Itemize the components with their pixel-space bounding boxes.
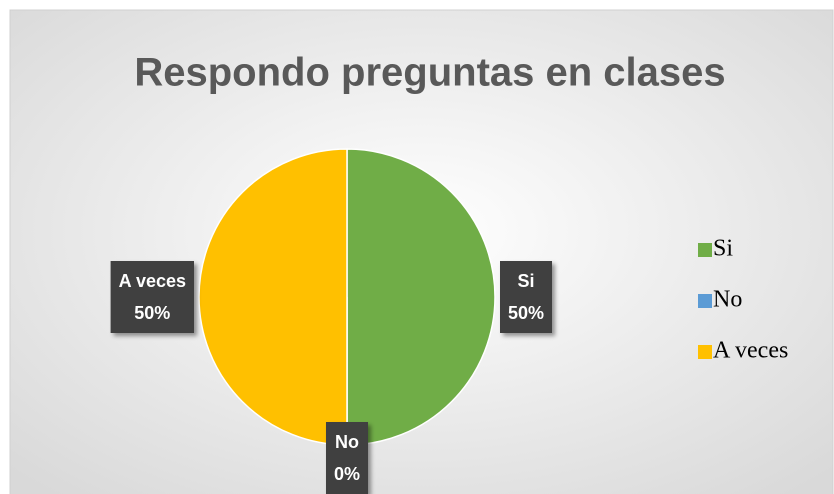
data-label: A veces 50% bbox=[110, 261, 194, 333]
data-label: Si 50% bbox=[500, 261, 553, 333]
data-label-value: 50% bbox=[508, 303, 544, 323]
data-label-category: No bbox=[335, 432, 359, 452]
data-label: No 0% bbox=[325, 422, 369, 494]
pie-slice bbox=[198, 148, 348, 446]
data-label-category: Si bbox=[518, 271, 535, 291]
legend-label: A veces bbox=[713, 338, 788, 364]
chart-title: Respondo preguntas en clases bbox=[134, 51, 725, 95]
legend-label: No bbox=[713, 287, 742, 313]
pie-slice bbox=[346, 148, 496, 446]
data-label-box bbox=[110, 261, 194, 333]
data-label-box bbox=[325, 422, 369, 494]
data-label-value: 50% bbox=[134, 303, 170, 323]
pie bbox=[198, 148, 496, 446]
legend: Si No A veces bbox=[698, 236, 788, 364]
data-label-box bbox=[500, 261, 553, 333]
legend-swatch bbox=[698, 243, 712, 257]
data-label-value: 0% bbox=[334, 464, 360, 484]
legend-swatch bbox=[698, 345, 712, 359]
data-label-category: A veces bbox=[119, 271, 186, 291]
legend-swatch bbox=[698, 294, 712, 308]
legend-label: Si bbox=[713, 236, 733, 262]
data-labels: Si 50% No 0% A veces 50% bbox=[110, 261, 553, 494]
